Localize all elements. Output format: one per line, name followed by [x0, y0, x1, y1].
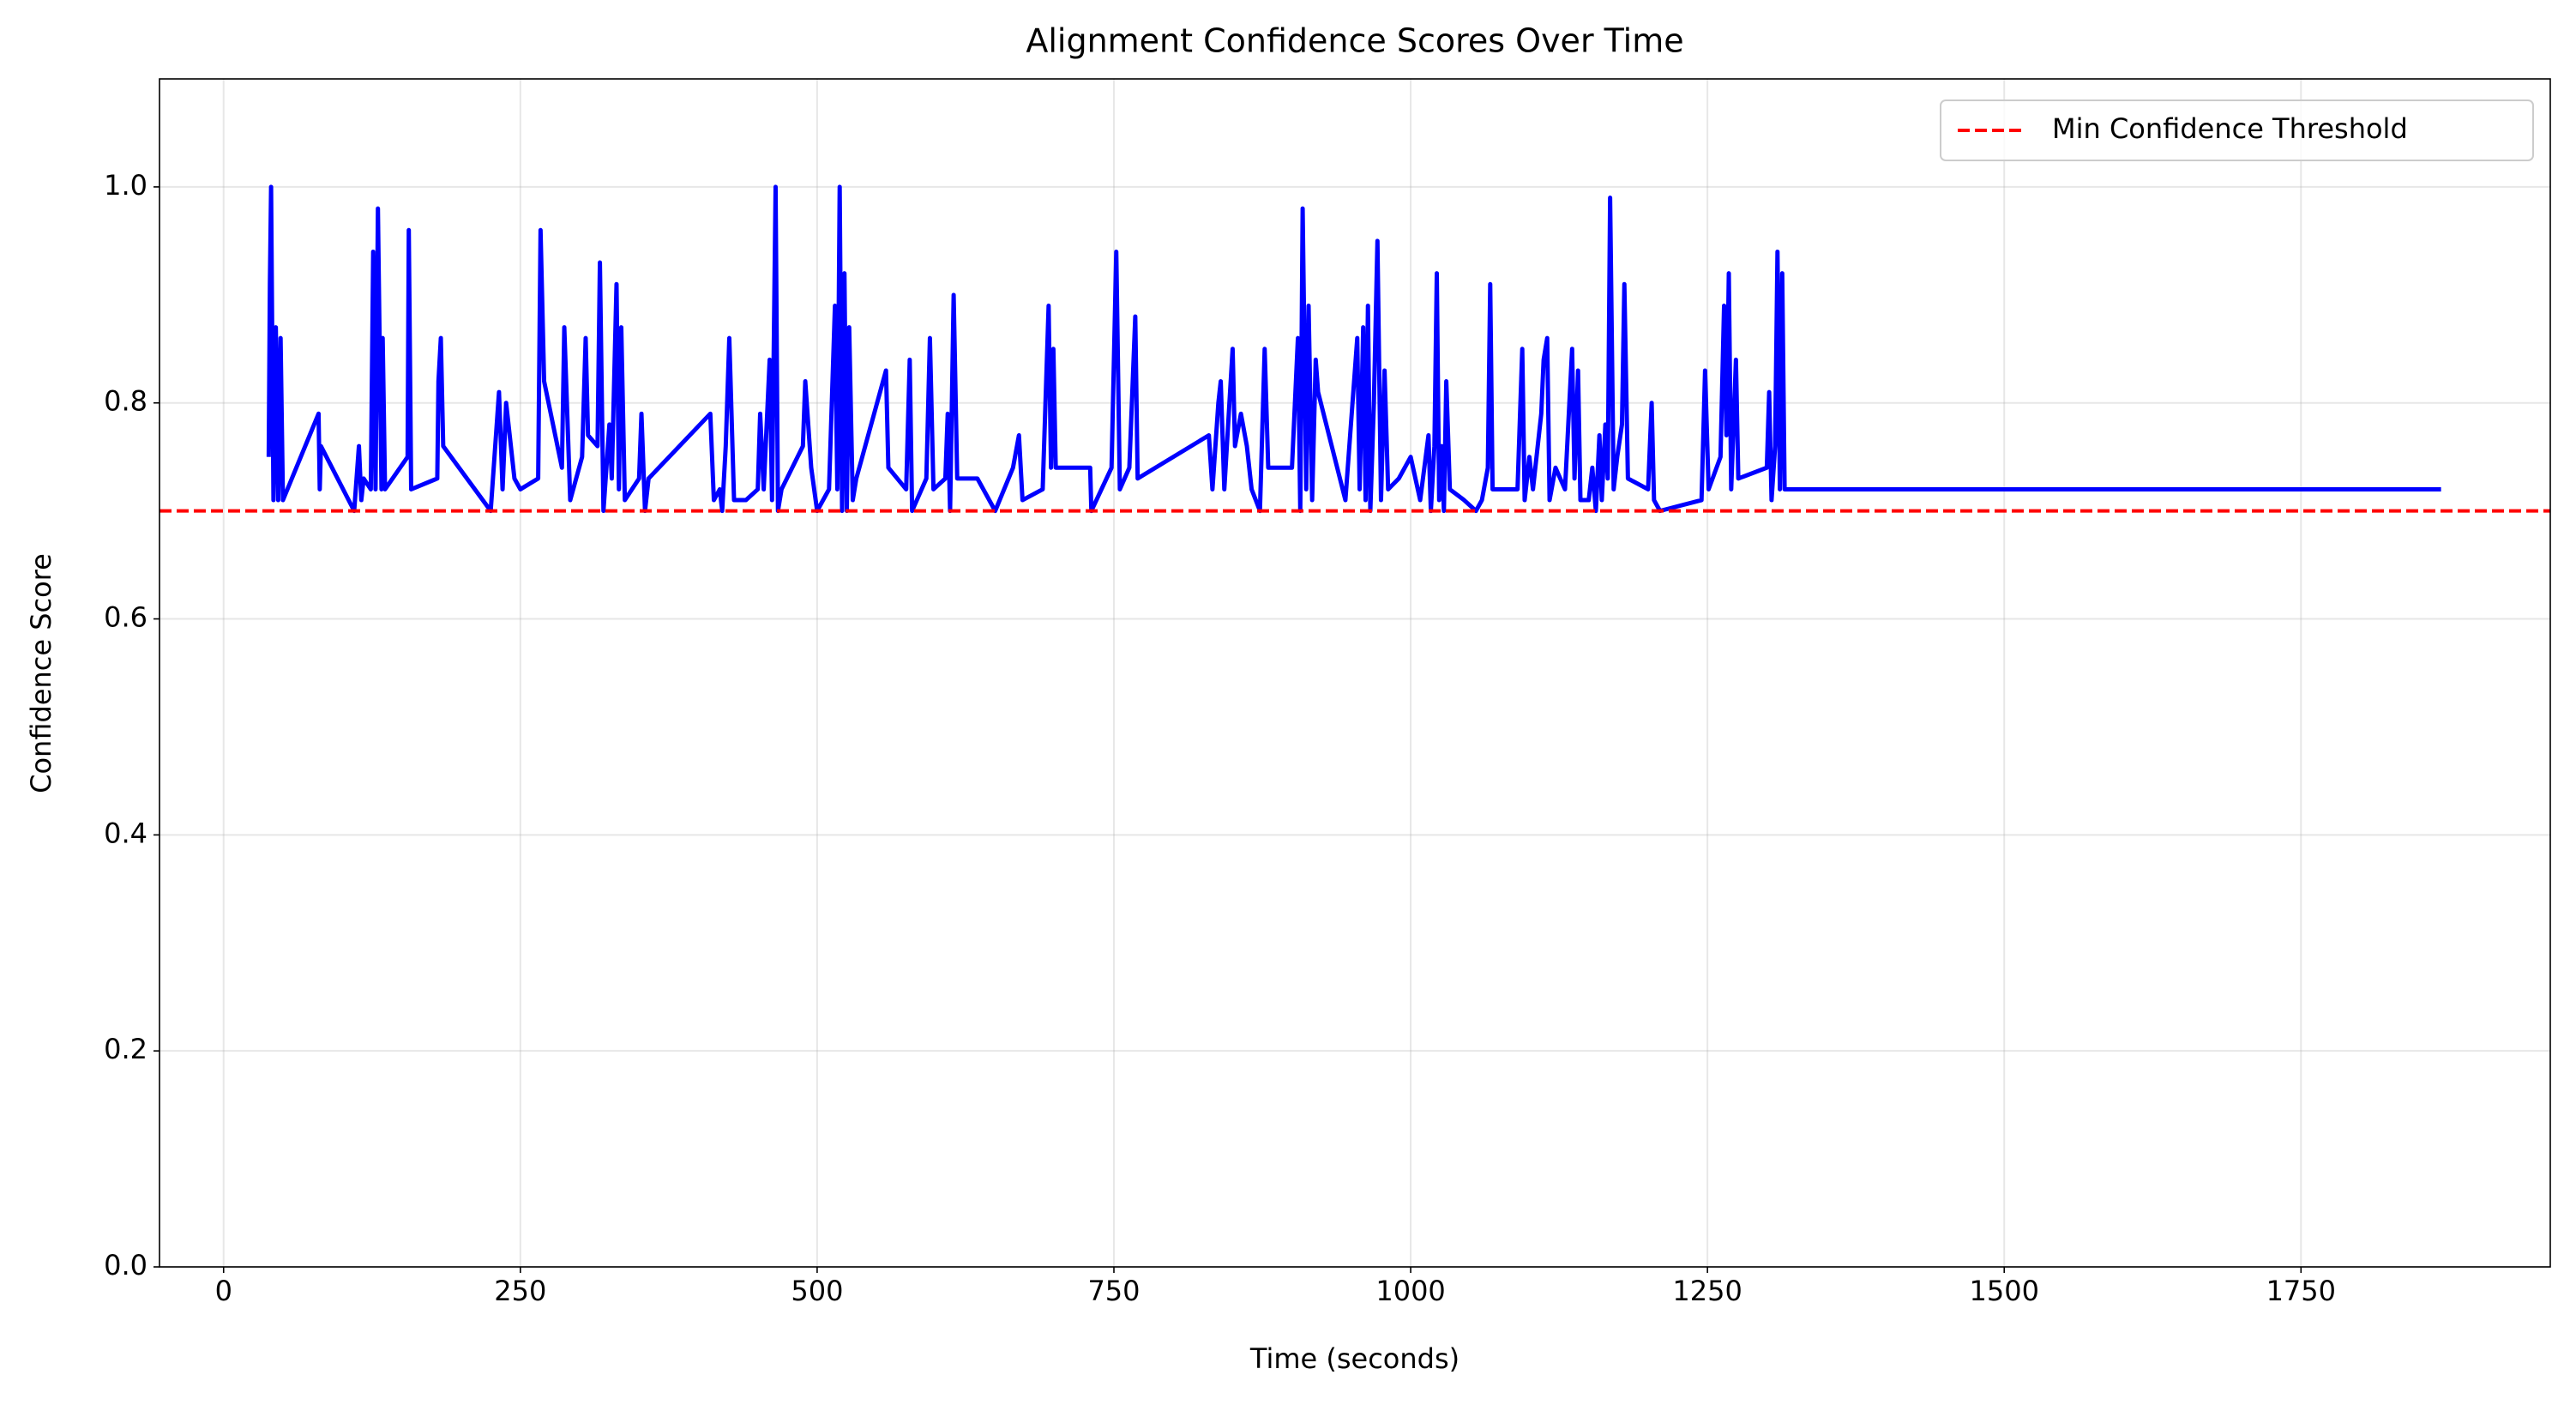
y-tick-label: 1.0: [104, 169, 147, 202]
axes-frame: [159, 78, 2551, 1268]
y-axis-label: Confidence Score: [25, 553, 57, 793]
data-line: [266, 184, 2441, 514]
x-tick-label: 250: [494, 1275, 546, 1307]
legend-label: Min Confidence Threshold: [2052, 112, 2408, 145]
y-tick-label: 0.2: [104, 1033, 147, 1065]
y-tick-label: 0.0: [104, 1249, 147, 1281]
x-tick-label: 0: [215, 1275, 232, 1307]
x-tick-label: 1250: [1672, 1275, 1742, 1307]
x-tick-label: 750: [1087, 1275, 1140, 1307]
y-tick-label: 0.4: [104, 817, 147, 849]
y-tick-label: 0.8: [104, 385, 147, 418]
x-tick-label: 500: [791, 1275, 843, 1307]
x-tick-label: 1500: [1969, 1275, 2038, 1307]
x-tick-label: 1750: [2266, 1275, 2336, 1307]
x-tick-label: 1000: [1375, 1275, 1445, 1307]
y-tick-label: 0.6: [104, 601, 147, 634]
x-axis-label: Time (seconds): [1249, 1342, 1460, 1375]
chart-title: Alignment Confidence Scores Over Time: [1026, 22, 1683, 60]
legend-box: [1940, 99, 2534, 161]
